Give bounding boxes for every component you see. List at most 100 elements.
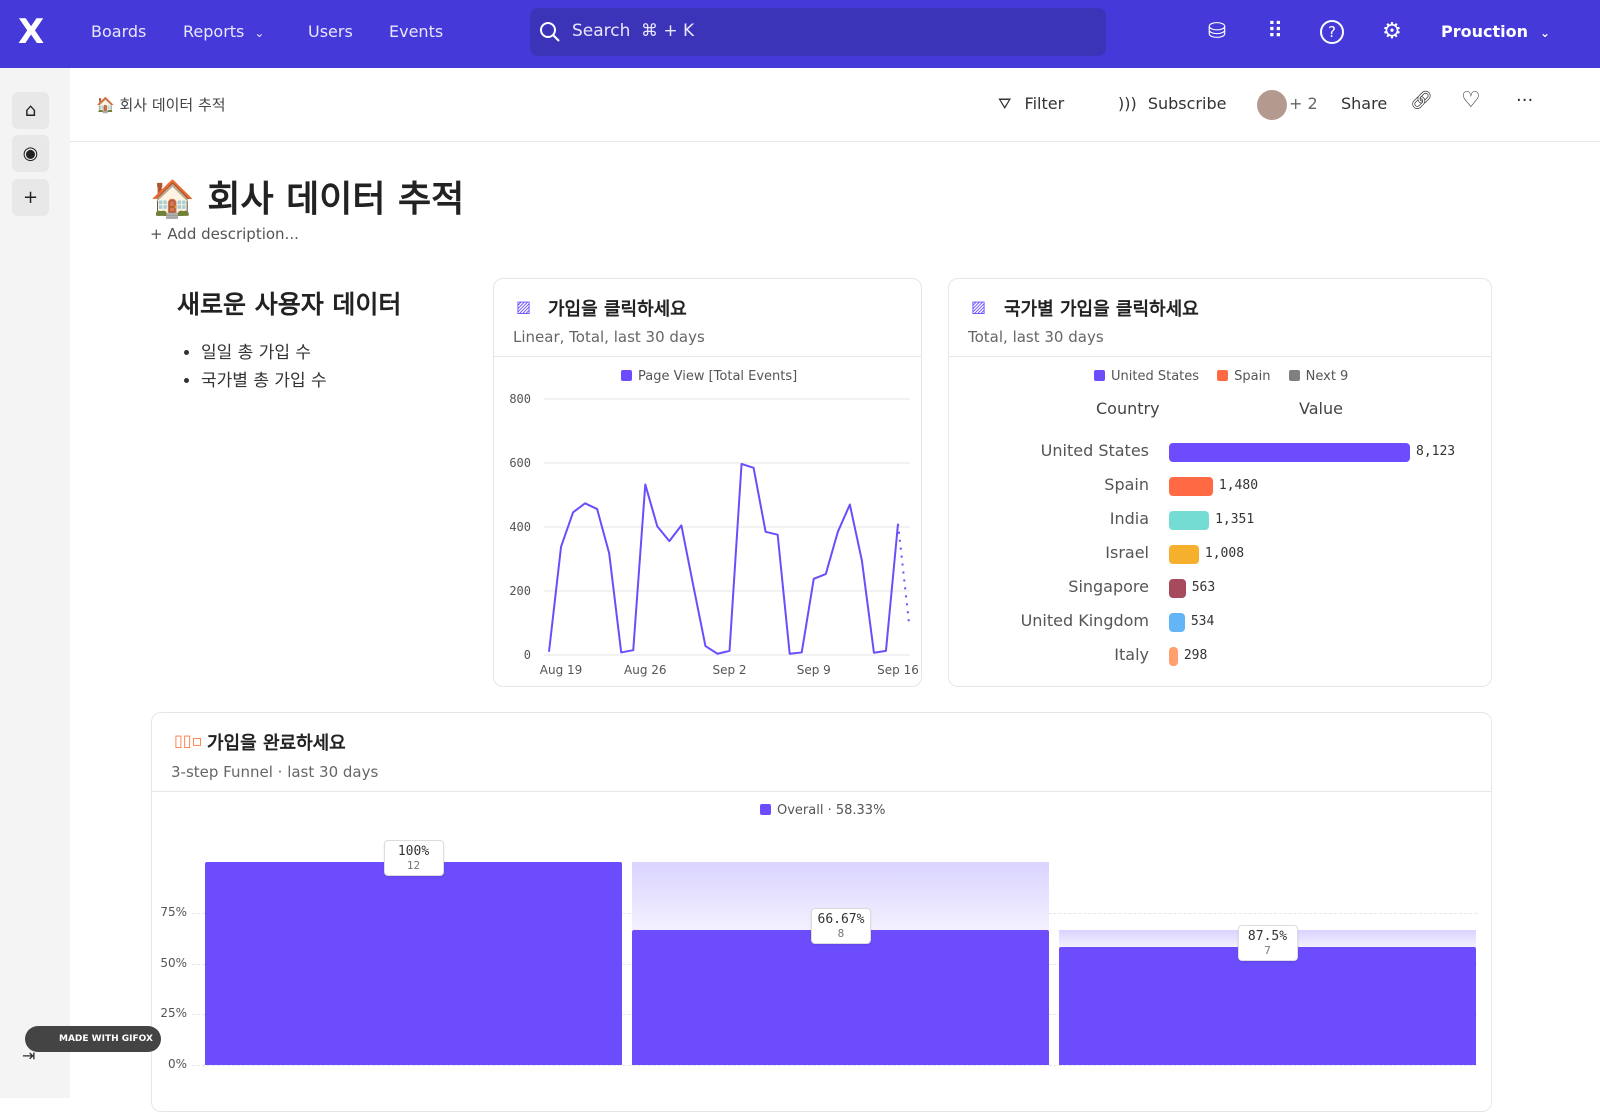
data-point[interactable] (547, 649, 552, 654)
bar[interactable] (1169, 511, 1210, 530)
line-chart-icon: ▨ (516, 297, 532, 316)
x-tick-label: Sep 2 (712, 663, 746, 677)
data-point[interactable] (883, 648, 888, 653)
legend-item[interactable]: Next 9 (1288, 369, 1348, 384)
data-point[interactable] (679, 523, 684, 528)
data-point[interactable] (787, 651, 792, 656)
country-bar-card[interactable]: ▨ 국가별 가입을 클릭하세요 Total, last 30 days Unit… (948, 278, 1492, 687)
project-selector[interactable]: Prouction ⌄ (1441, 22, 1550, 41)
data-point[interactable] (835, 529, 840, 534)
funnel-bar[interactable] (205, 862, 622, 1065)
settings-icon[interactable]: ⚙ (1382, 19, 1402, 44)
compass-icon[interactable]: ◉ (12, 135, 49, 172)
data-point[interactable] (751, 465, 756, 470)
funnel-bar[interactable] (1059, 946, 1476, 1065)
y-tick-label: 75% (160, 904, 187, 919)
database-settings-icon[interactable]: ⛁ (1207, 19, 1227, 44)
data-point[interactable] (571, 510, 576, 515)
data-point[interactable] (607, 551, 612, 556)
project-name: Prouction (1441, 22, 1528, 41)
heart-icon[interactable]: ♡ (1461, 88, 1481, 113)
line-chart: 0 200 400 600 800 Aug 19 Aug 26 Sep 2 Sep 9 Sep 1… (509, 392, 919, 677)
data-point[interactable] (715, 651, 720, 656)
data-point[interactable] (799, 650, 804, 655)
legend-item[interactable]: Overall · 58.33% (760, 803, 885, 818)
bar[interactable] (1169, 477, 1213, 496)
data-point[interactable] (655, 524, 660, 529)
share-button[interactable]: Share (1341, 94, 1388, 113)
data-point[interactable] (727, 648, 732, 653)
bar[interactable] (1169, 613, 1185, 632)
bar-value-label: 534 (1190, 614, 1215, 629)
y-tick-label: 400 (509, 520, 531, 534)
card-title[interactable]: 가입을 완료하세요 (207, 733, 346, 754)
step-label: 100% 12 (383, 840, 444, 876)
data-point[interactable] (739, 461, 744, 466)
data-point[interactable] (643, 482, 648, 487)
data-point[interactable] (691, 584, 696, 589)
data-point[interactable] (763, 529, 768, 534)
filter-label: Filter (1024, 94, 1065, 113)
series-line[interactable] (548, 462, 899, 655)
line-chart-card[interactable]: ▨ 가입을 클릭하세요 Linear, Total, last 30 days … (493, 278, 922, 687)
legend-item[interactable]: Spain (1217, 369, 1271, 384)
y-tick-label: 25% (160, 1006, 187, 1021)
legend-item[interactable]: Page View [Total Events] (621, 369, 797, 384)
page-title[interactable]: 🏠 회사 데이터 추적 (150, 179, 465, 220)
text-card-heading: 새로운 사용자 데이터 (177, 290, 402, 319)
bar-category-label: United Kingdom (1020, 611, 1149, 630)
legend-label: Spain (1234, 369, 1271, 384)
text-bullet: 국가별 총 가입 수 (201, 367, 477, 395)
data-point[interactable] (896, 521, 901, 526)
y-tick-label: 600 (509, 456, 531, 470)
column-header-value[interactable]: Value (1299, 399, 1343, 418)
step-count: 8 (837, 926, 845, 940)
app-logo[interactable]: X (18, 12, 45, 52)
bar[interactable] (1169, 545, 1199, 564)
data-point[interactable] (667, 539, 672, 544)
data-point[interactable] (859, 558, 864, 563)
funnel-card[interactable]: ▯▯▫ 가입을 완료하세요 3-step Funnel · last 30 da… (151, 712, 1492, 1112)
breadcrumb[interactable]: 🏠 회사 데이터 추적 (96, 96, 226, 114)
link-icon[interactable]: 🔗︎ (1410, 90, 1433, 111)
bar[interactable] (1169, 443, 1410, 462)
data-point[interactable] (823, 572, 828, 577)
avatar[interactable] (1257, 90, 1287, 120)
search-icon (540, 22, 560, 42)
data-point[interactable] (559, 544, 564, 549)
card-title[interactable]: 가입을 클릭하세요 (548, 299, 687, 320)
bar[interactable] (1169, 647, 1178, 666)
search-input[interactable]: Search ⌘ + K (530, 8, 1106, 56)
apps-grid-icon[interactable]: ⠿ (1266, 19, 1284, 44)
data-point[interactable] (595, 507, 600, 512)
help-icon[interactable]: ? (1320, 20, 1344, 44)
nav-reports[interactable]: Reports ⌄ (183, 22, 264, 41)
data-point[interactable] (703, 644, 708, 649)
data-point[interactable] (871, 650, 876, 655)
y-tick-label: 0% (167, 1057, 187, 1071)
nav-users[interactable]: Users (308, 22, 353, 41)
avatars-more[interactable]: + 2 (1289, 94, 1318, 113)
subscribe-button[interactable]: ))) Subscribe (1118, 94, 1226, 113)
plus-icon[interactable]: + (12, 179, 49, 216)
bar[interactable] (1169, 579, 1186, 598)
filter-button[interactable]: ⛛ Filter (998, 94, 1064, 114)
card-subtitle: Total, last 30 days (968, 328, 1104, 346)
data-point[interactable] (631, 648, 636, 653)
data-point[interactable] (847, 502, 852, 507)
more-icon[interactable]: ··· (1516, 90, 1534, 111)
home-icon[interactable]: ⌂ (12, 92, 49, 129)
data-point[interactable] (775, 532, 780, 537)
data-point[interactable] (619, 650, 624, 655)
nav-events[interactable]: Events (389, 22, 444, 41)
nav-boards[interactable]: Boards (91, 22, 147, 41)
add-description[interactable]: + Add description... (150, 225, 299, 243)
data-point[interactable] (811, 576, 816, 581)
legend-item[interactable]: United States (1094, 369, 1199, 384)
bar-category-label: India (1109, 509, 1149, 528)
funnel-bar[interactable] (632, 929, 1049, 1065)
column-header-country[interactable]: Country (1096, 399, 1160, 418)
text-card[interactable]: 새로운 사용자 데이터 일일 총 가입 수 국가별 총 가입 수 (177, 285, 477, 395)
card-title[interactable]: 국가별 가입을 클릭하세요 (1004, 299, 1199, 320)
data-point[interactable] (583, 501, 588, 506)
